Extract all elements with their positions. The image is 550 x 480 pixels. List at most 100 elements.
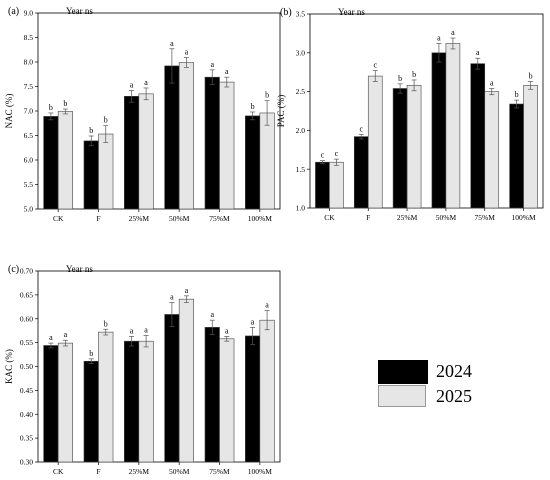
significance-letter: a [49,333,53,342]
bar [392,88,408,209]
x-tick-label: 100%M [248,214,272,223]
bar [367,75,383,209]
y-tick-label: 2.0 [296,126,306,135]
bar [83,360,99,463]
significance-letter: b [63,99,67,108]
significance-letter: c [335,149,339,158]
significance-letter: b [412,70,416,79]
y-tick-label: 0.60 [20,314,33,323]
significance-letter: a [210,60,214,69]
x-tick-label: 25%M [397,213,418,222]
bar [43,116,59,210]
bar [57,342,73,463]
x-tick-label: CK [324,213,335,222]
legend-label-2025: 2025 [436,386,472,406]
year-note: Year ns [338,7,365,17]
significance-letter: b [529,72,533,81]
bar [138,93,154,210]
significance-letter: a [225,326,229,335]
legend-item-2025: 2025 [378,385,488,408]
bar [204,327,220,463]
significance-letter: b [89,349,93,358]
x-tick-label: 25%M [129,467,150,476]
x-tick-label: 100%M [511,213,535,222]
y-tick-label: 0.35 [20,434,33,443]
bar [406,85,422,209]
bar [83,140,99,210]
plot-frame [309,13,544,209]
legend-label-2024: 2024 [436,361,472,381]
bar [164,65,180,210]
bar [245,335,261,463]
x-tick-label: 75%M [209,467,230,476]
bar [164,314,180,463]
significance-letter: c [373,61,377,70]
bar [98,331,114,463]
y-tick-label: 3.0 [296,48,306,57]
y-tick-label: 6.5 [24,131,34,140]
bar [353,136,369,209]
x-tick-label: CK [53,214,64,223]
y-tick-label: 9.0 [24,9,34,18]
y-tick-label: 0.55 [20,338,33,347]
significance-letter: b [515,90,519,99]
bar [245,115,261,210]
plot-frame [37,12,281,210]
significance-letter: b [265,91,269,100]
y-tick-label: 7.0 [24,107,34,116]
panel-label: (c) [8,264,19,275]
y-tick-label: 0.30 [20,458,33,467]
year-note: Year ns [66,264,93,274]
y-tick-label: 0.65 [20,290,33,299]
y-tick-label: 0.45 [20,386,33,395]
panel-label: (b) [280,7,292,18]
significance-letter: c [321,151,325,160]
y-axis-label: PAC (%) [276,95,286,127]
y-axis-label: KAC (%) [4,349,14,384]
x-tick-label: 75%M [209,214,230,223]
x-tick-label: 100%M [248,467,272,476]
bar [431,52,447,209]
y-tick-label: 8.5 [24,33,34,42]
chart-panel-3: 0.30 0.35 0.40 0.45 0.50 0.55 0.60 0.65 0.70 KAC … [4,264,281,476]
x-tick-label: 50%M [169,214,190,223]
bar [124,340,140,463]
significance-letter: a [210,310,214,319]
x-tick-label: 50%M [436,213,457,222]
bar [138,340,154,463]
x-tick-label: F [96,467,100,476]
bar [219,338,235,463]
bar [445,43,461,209]
significance-letter: b [251,102,255,111]
y-tick-label: 5.0 [24,205,34,214]
year-note: Year ns [66,6,93,16]
y-tick-label: 1.0 [296,204,306,213]
significance-letter: a [185,286,189,295]
significance-letter: a [265,301,269,310]
bar [315,161,330,209]
x-tick-label: F [96,214,100,223]
y-tick-label: 2.5 [296,87,306,96]
legend-item-2024: 2024 [378,360,488,384]
bar [259,319,275,463]
legend-swatch-2025 [378,385,426,407]
bar [124,96,140,210]
bar [523,85,538,209]
significance-letter: a [437,33,441,42]
chart-panel-2: 1.0 1.5 2.0 2.5 3.0 3.5 PAC (%) (b) Year ns CK c c F… [276,7,544,222]
bar [178,62,194,210]
significance-letter: a [185,48,189,57]
bar [259,112,275,210]
significance-letter: a [144,325,148,334]
x-tick-label: 25%M [129,214,150,223]
x-tick-label: CK [53,467,64,476]
y-tick-label: 0.40 [20,410,33,419]
y-tick-label: 0.50 [20,362,33,371]
y-tick-label: 7.5 [24,82,34,91]
y-tick-label: 6.0 [24,156,34,165]
significance-letter: a [451,28,455,37]
significance-letter: a [490,78,494,87]
y-tick-label: 1.5 [296,165,306,174]
significance-letter: b [398,74,402,83]
